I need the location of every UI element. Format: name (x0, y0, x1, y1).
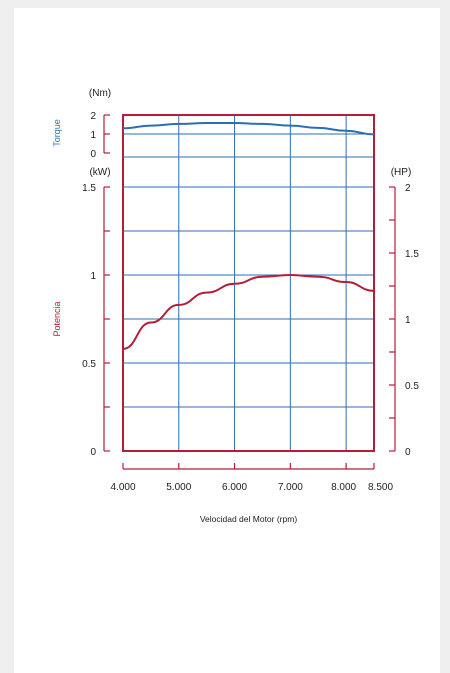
hp-tick-label: 2 (405, 183, 411, 194)
x-tick-label: 8.000 (331, 482, 356, 493)
x-tick-label: 5.000 (166, 482, 191, 493)
hp-tick-label: 1 (405, 315, 411, 326)
power-tick-label: 0.5 (82, 359, 96, 370)
x-tick-label: 4.000 (110, 482, 135, 493)
hp-tick-label: 0.5 (405, 381, 419, 392)
x-tick-label: 6.000 (222, 482, 247, 493)
torque-tick-label: 2 (90, 111, 96, 122)
torque-curve (122, 121, 375, 136)
plot-frame (122, 114, 375, 452)
hp-tick-label: 0 (405, 447, 411, 458)
power-tick-label: 1.5 (82, 183, 96, 194)
torque-tick-label: 0 (90, 149, 96, 160)
power-tick-label: 1 (90, 271, 96, 282)
torque-unit-label: (Nm) (89, 88, 111, 99)
power-curve (122, 273, 375, 350)
torque-axis-title: Torque (52, 119, 62, 147)
power-axis-title: Potencia (52, 301, 62, 336)
x-tick-label: 7.000 (278, 482, 303, 493)
chart-card (14, 8, 440, 673)
torque-tick-label: 1 (90, 130, 96, 141)
x-tick-label: 8.500 (368, 482, 393, 493)
x-axis-title: Velocidad del Motor (rpm) (200, 514, 297, 524)
power-unit-label: (kW) (89, 167, 110, 178)
power-tick-label: 0 (90, 447, 96, 458)
hp-unit-label: (HP) (391, 167, 412, 178)
hp-tick-label: 1.5 (405, 249, 419, 260)
